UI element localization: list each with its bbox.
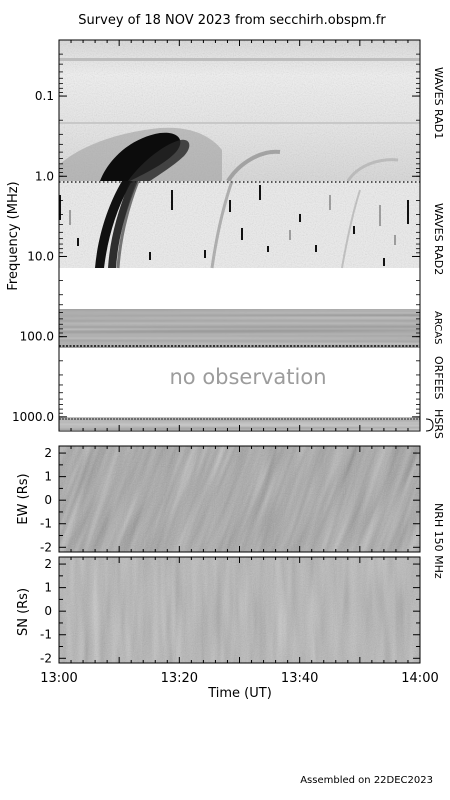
time-xtick-label: 14:00	[401, 671, 438, 686]
time-xtick-label: 13:00	[40, 671, 77, 686]
waves-rad2-spectrum	[59, 180, 420, 269]
nrh-ytick-label: 2	[44, 446, 52, 460]
spectrum-xticks	[58, 40, 421, 431]
ew-ylabel: EW (Rs)	[16, 473, 31, 524]
label-waves-rad2: WAVES RAD2	[432, 203, 445, 275]
no-observation-label: no observation	[169, 365, 326, 389]
spectrum-ytick-label: 10.0	[27, 249, 54, 263]
sn-xtick-labels: 13:00 13:20 13:40 14:00	[40, 671, 438, 686]
time-xlabel: Time (UT)	[207, 686, 272, 701]
nrh-sn-panel: 2 1 0 -1 -2 13:00 13:20 13:40 14:00 SN (Rs) Tim…	[16, 556, 439, 701]
time-xtick-label: 13:40	[281, 671, 318, 686]
hsrs-bracket	[425, 418, 434, 432]
figure-title: Survey of 18 NOV 2023 from secchirh.obsp…	[78, 13, 386, 28]
label-arcas: ARCAS	[432, 311, 443, 344]
spectrum-ytick-label: 100.0	[20, 330, 54, 344]
assembled-footer: Assembled on 22DEC2023	[300, 775, 433, 786]
spectrum-panel: no observation 0.1 1.0 10.0 100.0 1000.0 Fre…	[6, 39, 421, 432]
nrh-ytick-label: 2	[44, 557, 52, 571]
nrh-ew-panel: 2 1 0 -1 -2 EW (Rs)	[16, 445, 421, 554]
label-hsrs: HSRS	[432, 409, 445, 439]
spectrum-ytick-label: 1000.0	[12, 410, 54, 424]
time-xtick-label: 13:20	[161, 671, 198, 686]
label-nrh: NRH 150 MHz	[432, 503, 445, 579]
orfees-panel: no observation	[169, 365, 326, 389]
label-orfees: ORFEES	[432, 356, 445, 400]
nrh-ytick-label: -2	[40, 540, 52, 554]
waves-rad1-spectrum	[59, 40, 420, 181]
sn-ytick-labels: 2 1 0 -1 -2	[40, 557, 52, 665]
nrh-ytick-label: -2	[40, 651, 52, 665]
sn-ticks	[58, 557, 421, 663]
nrh-ytick-label: -1	[40, 517, 52, 531]
nrh-ytick-label: 1	[44, 470, 52, 484]
arcas-spectrum	[59, 309, 420, 348]
sn-ylabel: SN (Rs)	[16, 588, 31, 636]
ew-ytick-labels: 2 1 0 -1 -2	[40, 446, 52, 554]
spectrum-ytick-label: 0.1	[35, 89, 54, 103]
label-waves-rad1: WAVES RAD1	[432, 67, 445, 139]
hsrs-spectrum	[59, 417, 420, 430]
spectrum-ytick-labels: 0.1 1.0 10.0 100.0 1000.0	[12, 89, 54, 424]
nrh-ytick-label: 1	[44, 581, 52, 595]
spectrum-major-ticks	[59, 95, 420, 418]
spectrum-ylabel: Frequency (MHz)	[6, 181, 21, 290]
nrh-ytick-label: -1	[40, 628, 52, 642]
spectrum-ytick-label: 1.0	[35, 169, 54, 183]
ew-ticks	[58, 446, 421, 552]
nrh-ytick-label: 0	[44, 493, 52, 507]
nrh-ytick-label: 0	[44, 604, 52, 618]
